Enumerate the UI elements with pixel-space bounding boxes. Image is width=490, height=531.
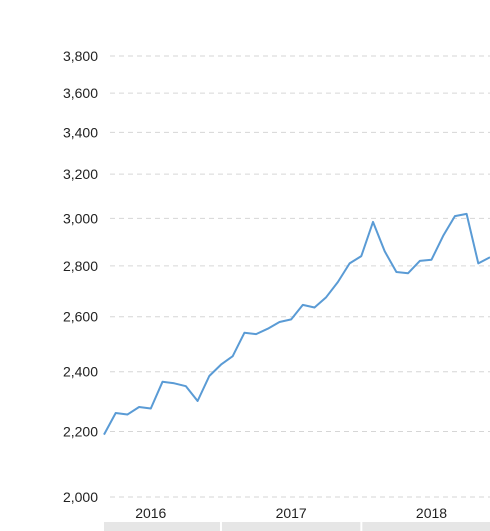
series-layer [101, 211, 490, 438]
x-axis-ticks: 2016 2017 2018 [135, 505, 447, 521]
y-axis-ticks: 2,000 2,200 2,400 2,600 2,800 3,000 3,200 3,400… [63, 48, 98, 505]
data-point-9 [206, 373, 212, 379]
data-point-0 [101, 432, 107, 438]
data-point-25 [393, 269, 399, 275]
y-tick-label-5: 3,000 [63, 210, 98, 226]
data-point-24 [382, 248, 388, 254]
data-point-18 [312, 305, 318, 311]
data-point-27 [417, 258, 423, 264]
data-point-17 [300, 302, 306, 308]
y-tick-label-0: 2,000 [63, 489, 98, 505]
data-point-1 [113, 410, 119, 416]
data-point-15 [276, 319, 282, 325]
data-point-7 [183, 383, 189, 389]
data-point-28 [429, 257, 435, 263]
data-point-13 [253, 331, 259, 337]
data-point-16 [288, 316, 294, 322]
data-point-2 [124, 412, 130, 418]
y-tick-label-9: 3,800 [63, 48, 98, 64]
grid-lines [110, 55, 490, 498]
y-tick-label-6: 3,200 [63, 166, 98, 182]
y-tick-label-7: 3,400 [63, 124, 98, 140]
data-point-29 [440, 233, 446, 239]
data-point-12 [241, 330, 247, 336]
data-point-8 [195, 398, 201, 404]
y-tick-label-4: 2,800 [63, 258, 98, 274]
data-point-23 [370, 219, 376, 225]
data-point-3 [136, 404, 142, 410]
data-point-5 [159, 379, 165, 385]
data-point-32 [475, 260, 481, 266]
data-point-10 [218, 362, 224, 368]
y-tick-label-1: 2,200 [63, 424, 98, 440]
data-point-19 [323, 294, 329, 300]
x-axis-separators [219, 522, 363, 531]
data-point-4 [148, 405, 154, 411]
data-point-30 [452, 213, 458, 219]
x-axis-band [104, 522, 490, 531]
data-point-21 [347, 260, 353, 266]
data-point-6 [171, 380, 177, 386]
data-point-11 [230, 353, 236, 359]
x-tick-label-0: 2016 [135, 505, 166, 521]
data-point-26 [405, 270, 411, 276]
x-tick-label-2: 2018 [416, 505, 447, 521]
y-tick-label-8: 3,600 [63, 85, 98, 101]
x-tick-label-1: 2017 [276, 505, 307, 521]
data-point-20 [335, 279, 341, 285]
y-tick-label-2: 2,400 [63, 364, 98, 380]
data-point-31 [464, 211, 470, 217]
data-point-14 [265, 326, 271, 332]
data-point-22 [358, 253, 364, 259]
series-line-0 [103, 212, 490, 436]
y-tick-label-3: 2,600 [63, 309, 98, 325]
